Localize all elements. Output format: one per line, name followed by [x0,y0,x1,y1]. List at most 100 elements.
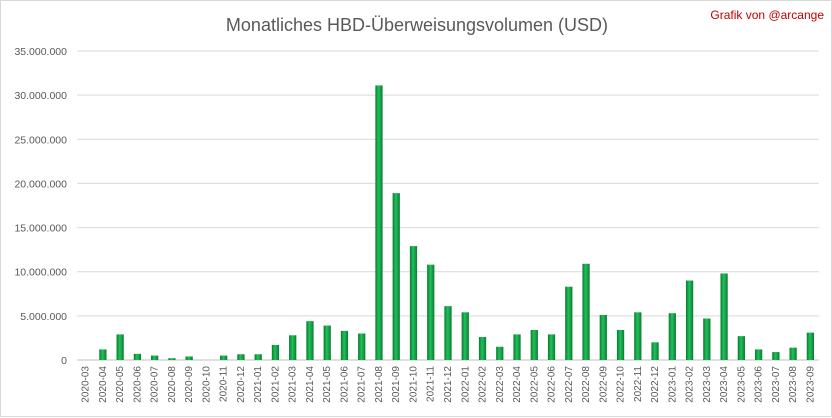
bar-2022-01 [461,312,469,360]
bar-2021-08 [375,85,383,360]
x-tick-label: 2020-10 [201,366,212,403]
x-tick-label: 2021-09 [391,366,402,403]
bar-2022-06 [547,334,556,360]
x-tick-label: 2020-04 [98,366,109,403]
x-tick-label: 2023-02 [685,366,696,403]
bar-2021-03 [289,335,297,360]
bar-2022-11 [634,312,642,360]
bar-2022-04 [513,334,521,360]
x-tick-label: 2022-06 [547,366,558,403]
x-tick-label: 2021-03 [288,366,299,403]
x-tick-label: 2021-06 [339,366,350,403]
bar-2020-11 [220,355,228,360]
y-tick-label: 25.000.000 [14,134,67,146]
bar-2022-05 [530,329,538,360]
bar-2023-07 [772,352,780,360]
bar-2023-06 [754,349,763,360]
x-tick-label: 2020-07 [150,366,161,403]
x-tick-label: 2021-10 [408,366,419,403]
bar-2023-05 [737,336,745,360]
x-tick-label: 2020-09 [184,366,195,403]
y-tick-label: 20.000.000 [14,178,67,190]
y-tick-label: 15.000.000 [14,223,67,235]
bar-2022-08 [582,263,590,360]
x-tick-label: 2023-07 [771,366,782,403]
bar-2021-09 [392,193,400,360]
bar-2023-08 [789,347,797,360]
x-tick-label: 2020-03 [81,366,92,403]
y-tick-label: 30.000.000 [14,90,67,102]
x-tick-label: 2020-12 [236,366,247,403]
bar-2020-04 [99,349,107,360]
bar-2022-09 [599,314,607,360]
y-tick-label: 10.000.000 [14,267,67,279]
x-tick-label: 2022-11 [633,366,644,402]
y-axis-ticks: 0 5.000.000 10.000.000 15.000.000 20.000.000… [14,46,67,367]
bar-2021-01 [254,354,262,360]
bar-2023-02 [685,280,694,360]
x-tick-label: 2022-01 [460,366,471,403]
x-tick-label: 2020-08 [167,366,178,403]
x-tick-label: 2020-11 [219,366,230,402]
x-tick-label: 2021-02 [270,366,281,403]
bar-2020-06 [133,353,142,360]
x-tick-label: 2022-03 [495,366,506,403]
chart-credit: Grafik von @arcange [710,8,824,22]
bar-2021-07 [358,333,366,360]
x-tick-label: 2022-12 [650,366,661,403]
x-tick-label: 2023-09 [805,366,816,403]
bar-2022-03 [496,346,504,360]
bars [99,85,814,360]
x-tick-label: 2021-11 [426,366,437,402]
bar-2021-04 [306,321,314,360]
bar-2020-07 [151,355,159,360]
bar-2022-10 [616,329,625,360]
bar-2021-02 [271,344,280,360]
bar-2021-05 [323,325,331,360]
bar-2022-02 [478,337,487,360]
bar-2020-09 [185,356,193,360]
x-tick-label: 2023-03 [702,366,713,403]
y-tick-label: 35.000.000 [14,46,67,58]
x-tick-label: 2023-06 [754,366,765,403]
x-tick-label: 2022-02 [478,366,489,403]
x-tick-label: 2021-07 [357,366,368,403]
bar-2021-11 [427,264,435,360]
x-tick-label: 2021-04 [305,366,316,403]
x-tick-label: 2022-07 [564,366,575,403]
x-tick-label: 2023-08 [788,366,799,403]
x-tick-label: 2022-08 [581,366,592,403]
bar-2021-10 [409,246,418,360]
x-tick-label: 2021-12 [443,366,454,403]
bar-2020-08 [168,358,176,360]
x-axis-ticks: 2020-03 2020-04 2020-05 2020-06 2020-07 2020-… [81,366,817,403]
x-tick-label: 2023-05 [736,366,747,403]
x-tick-label: 2022-09 [598,366,609,403]
grid-lines [77,50,819,361]
bar-2021-06 [340,330,349,360]
bar-2023-03 [703,318,711,360]
bar-2023-09 [806,332,814,360]
x-tick-label: 2023-04 [719,366,730,403]
x-tick-label: 2021-01 [253,366,264,403]
x-tick-label: 2023-01 [667,366,678,403]
bar-2023-04 [720,273,728,360]
bar-2023-01 [668,313,676,360]
x-tick-label: 2020-06 [132,366,143,403]
bar-2022-07 [565,286,573,360]
y-tick-label: 0 [61,355,67,367]
bar-2020-05 [116,334,124,360]
x-tick-label: 2021-05 [322,366,333,403]
bar-2021-12 [444,306,452,360]
bar-2022-12 [651,342,659,360]
bar-2020-12 [237,354,245,360]
chart-title: Monatliches HBD-Überweisungsvolumen (USD… [226,15,608,35]
x-tick-label: 2021-08 [374,366,385,403]
x-tick-label: 2022-10 [616,366,627,403]
x-tick-label: 2022-05 [529,366,540,403]
y-tick-label: 5.000.000 [20,311,67,323]
x-tick-label: 2020-05 [115,366,126,403]
x-tick-label: 2022-04 [512,366,523,403]
